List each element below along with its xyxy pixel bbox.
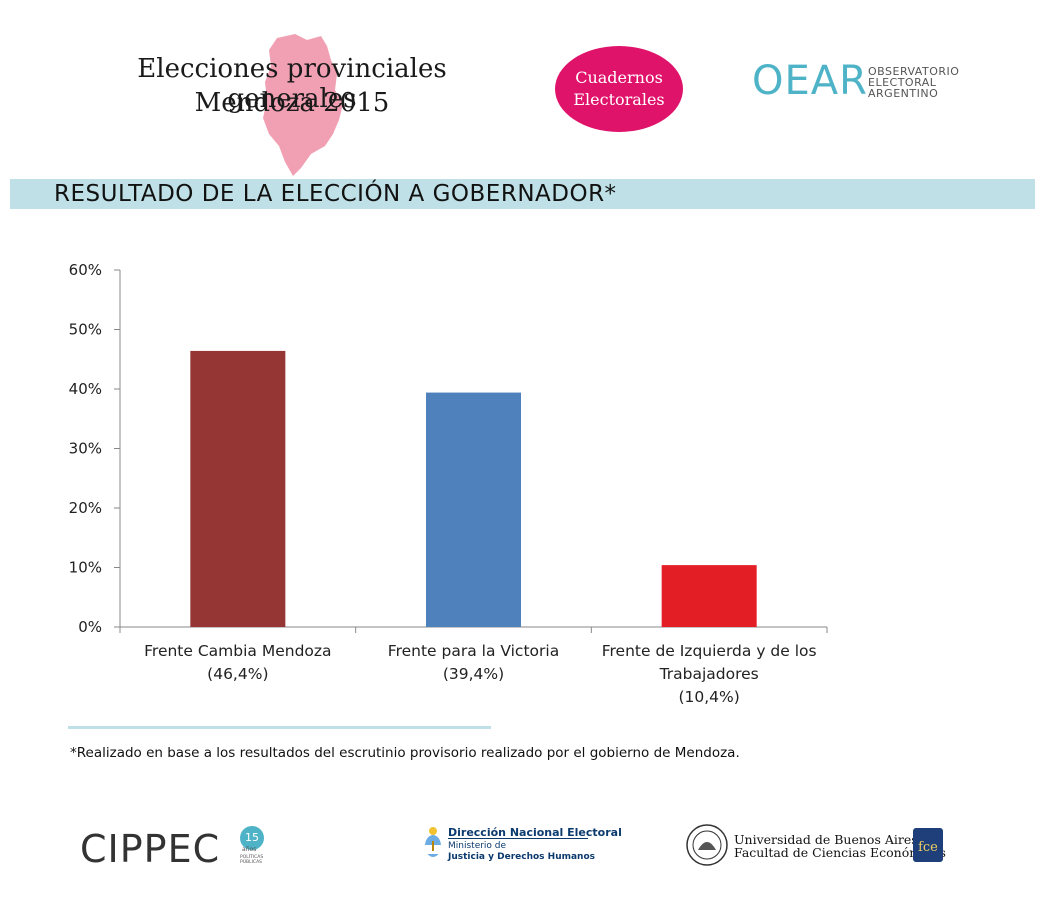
- mendoza-map-icon: [263, 34, 343, 176]
- dne-subtitle-2: Justicia y Derechos Humanos: [448, 852, 595, 862]
- bar: [426, 392, 521, 627]
- y-tick-label: 0%: [78, 618, 102, 636]
- uba-line1: Universidad de Buenos Aires: [734, 832, 918, 847]
- y-tick-label: 10%: [69, 559, 102, 577]
- cuadernos-line1: Cuadernos: [575, 68, 663, 87]
- x-category-label: (10,4%): [678, 688, 739, 706]
- y-tick-label: 50%: [69, 321, 102, 339]
- y-tick-label: 30%: [69, 440, 102, 458]
- x-category-label: Trabajadores: [659, 665, 759, 683]
- y-tick-label: 20%: [69, 499, 102, 517]
- bar: [190, 350, 286, 627]
- x-category-label: (39,4%): [443, 665, 504, 683]
- x-category-label: Frente de Izquierda y de los: [602, 642, 817, 660]
- section-title: RESULTADO DE LA ELECCIÓN A GOBERNADOR*: [54, 181, 617, 207]
- oear-text-line2: ELECTORAL: [868, 76, 937, 89]
- argentina-shield-icon: [425, 827, 441, 857]
- y-tick-label: 40%: [69, 380, 102, 398]
- cuadernos-electorales-logo: Cuadernos Electorales: [555, 46, 683, 132]
- page-title-line1: Elecciones provinciales generales: [137, 54, 447, 114]
- fce-logo: fce: [913, 828, 943, 862]
- x-category-label: Frente para la Victoria: [388, 642, 559, 660]
- cippec-15-badge: 15: [240, 826, 264, 850]
- cuadernos-line2: Electorales: [573, 90, 665, 109]
- dne-underline: [448, 838, 588, 839]
- oear-text-line1: OBSERVATORIO: [868, 65, 960, 78]
- dne-title: Dirección Nacional Electoral: [448, 826, 622, 839]
- oear-text-line3: ARGENTINO: [868, 87, 939, 100]
- uba-seal-icon: [686, 824, 728, 866]
- cippec-logo: CIPPEC: [80, 827, 221, 871]
- bar: [661, 565, 757, 627]
- dne-subtitle-1: Ministerio de: [448, 841, 507, 851]
- separator-line: [68, 726, 491, 729]
- cippec-anos: años: [242, 846, 257, 853]
- uba-line2: Facultad de Ciencias Económicas: [734, 845, 946, 860]
- x-category-label: Frente Cambia Mendoza: [144, 642, 331, 660]
- bar-chart: 0% 10% 20% 30% 40% 50% 60% Frente Cambia Mendoz…: [69, 261, 828, 706]
- oear-logo-text: OBSERVATORIO ELECTORAL ARGENTINO: [868, 66, 959, 99]
- section-banner: [10, 179, 1035, 209]
- footnote: *Realizado en base a los resultados del …: [70, 745, 740, 761]
- page-title-line2: Mendoza 2015: [194, 88, 390, 118]
- cippec-subtitle: POLÍTICAS PÚBLICAS: [240, 855, 264, 865]
- x-category-label: (46,4%): [207, 665, 268, 683]
- y-tick-label: 60%: [69, 261, 102, 279]
- oear-logo: OEAR: [752, 58, 868, 104]
